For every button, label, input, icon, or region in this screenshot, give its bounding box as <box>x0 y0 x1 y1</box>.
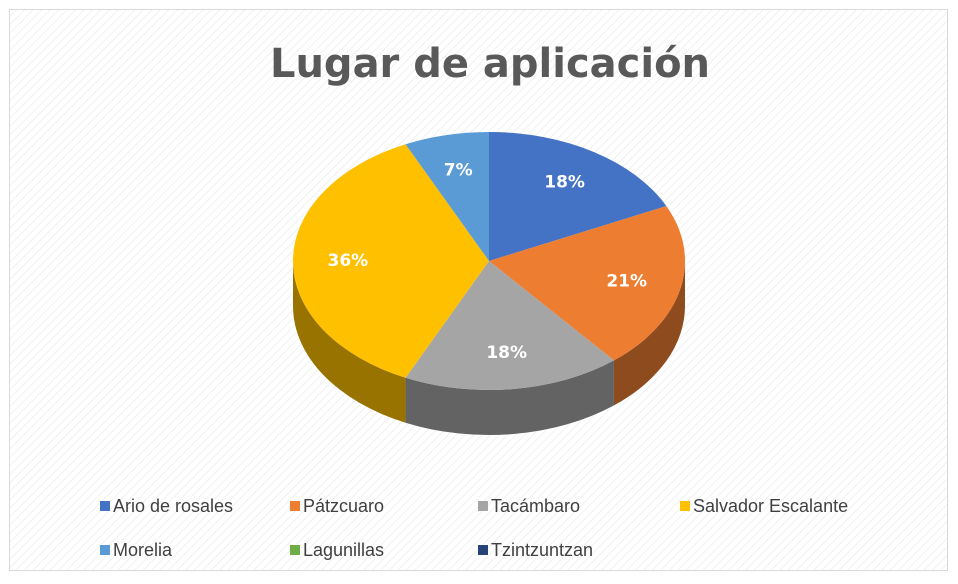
legend-swatch <box>290 501 300 511</box>
legend-label: Tacámbaro <box>491 496 580 516</box>
pie-slice-side <box>293 261 406 423</box>
data-label: 21% <box>606 271 647 291</box>
pie-slice <box>489 132 667 261</box>
legend-swatch <box>100 501 110 511</box>
chart-title: Lugar de aplicación <box>270 41 710 87</box>
pie-slice-side <box>405 360 614 435</box>
legend-swatch <box>680 501 690 511</box>
legend-label: Tzintzuntzan <box>491 540 593 560</box>
pie-slice <box>405 261 614 390</box>
data-label: 7% <box>444 160 473 180</box>
legend-swatch <box>478 501 488 511</box>
legend-label: Morelia <box>113 540 173 560</box>
legend-label: Salvador Escalante <box>693 496 848 516</box>
pie-slice <box>405 132 489 261</box>
pie-slice <box>489 206 685 361</box>
pie-slice <box>293 144 489 378</box>
pie-slice-side <box>613 261 685 406</box>
data-label: 36% <box>328 251 369 271</box>
legend-swatch <box>478 545 488 555</box>
legend-swatch <box>290 545 300 555</box>
data-label: 18% <box>486 343 527 363</box>
legend-swatch <box>100 545 110 555</box>
legend-label: Ario de rosales <box>113 496 233 516</box>
legend-label: Pátzcuaro <box>303 496 384 516</box>
legend-label: Lagunillas <box>303 540 384 560</box>
data-label: 18% <box>544 173 585 193</box>
